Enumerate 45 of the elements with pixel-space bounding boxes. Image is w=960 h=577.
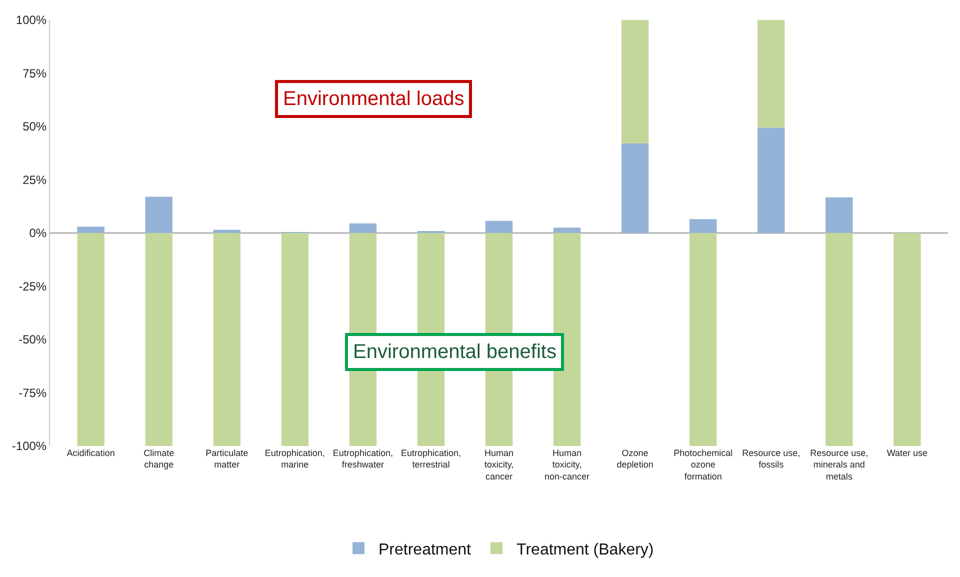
x-tick-label: Human toxicity, non-cancer [544,448,590,482]
x-tick-label: Acidification [66,448,115,458]
legend-label: Treatment (Bakery) [516,541,654,558]
bar [213,233,240,446]
bar [826,197,853,233]
annotation: Environmental loads [283,88,464,110]
y-tick-label: -25% [18,279,47,294]
bar [758,20,785,128]
y-tick-label: 50% [22,120,47,134]
y-tick-label: 0% [29,226,47,240]
x-tick-label: Eutrophication, freshwater [332,448,393,470]
x-tick-label: Water use [886,448,928,458]
bar [145,196,172,233]
y-tick-label: 100% [16,13,47,28]
x-tick-label: Resource use, minerals and metals [810,448,868,482]
x-tick-label: Resource use, fossils [742,448,800,470]
y-tick-label: -75% [18,386,47,400]
x-tick-label: Ozone depletion [616,448,654,470]
bar [826,233,853,446]
x-tick-label: Particulate matter [206,448,248,470]
x-tick-label: Eutrophication, marine [264,448,325,470]
bar [553,228,581,233]
bar [77,226,104,233]
bar [621,20,649,144]
x-tick-label: Climate change [144,448,174,470]
y-tick-label: 25% [22,172,47,187]
bar [689,219,717,233]
y-tick-label: 75% [22,66,47,80]
x-tick-label: Photochemical ozone formation [674,448,733,482]
bar [621,144,649,233]
bar [213,230,240,233]
y-tick-label: -100% [12,439,47,454]
y-tick-label: -50% [18,332,47,347]
bar [894,233,921,446]
bar [689,233,717,446]
legend-label: Pretreatment [378,541,472,558]
x-tick-label: Eutrophication, terrestrial [400,448,461,470]
bar [77,233,104,446]
x-tick-label: Human toxicity, cancer [484,448,514,482]
bar [485,220,513,233]
bar [281,233,309,446]
annotation: Environmental benefits [353,341,556,363]
bar [145,233,172,446]
bar [758,128,785,233]
bar [349,223,377,233]
